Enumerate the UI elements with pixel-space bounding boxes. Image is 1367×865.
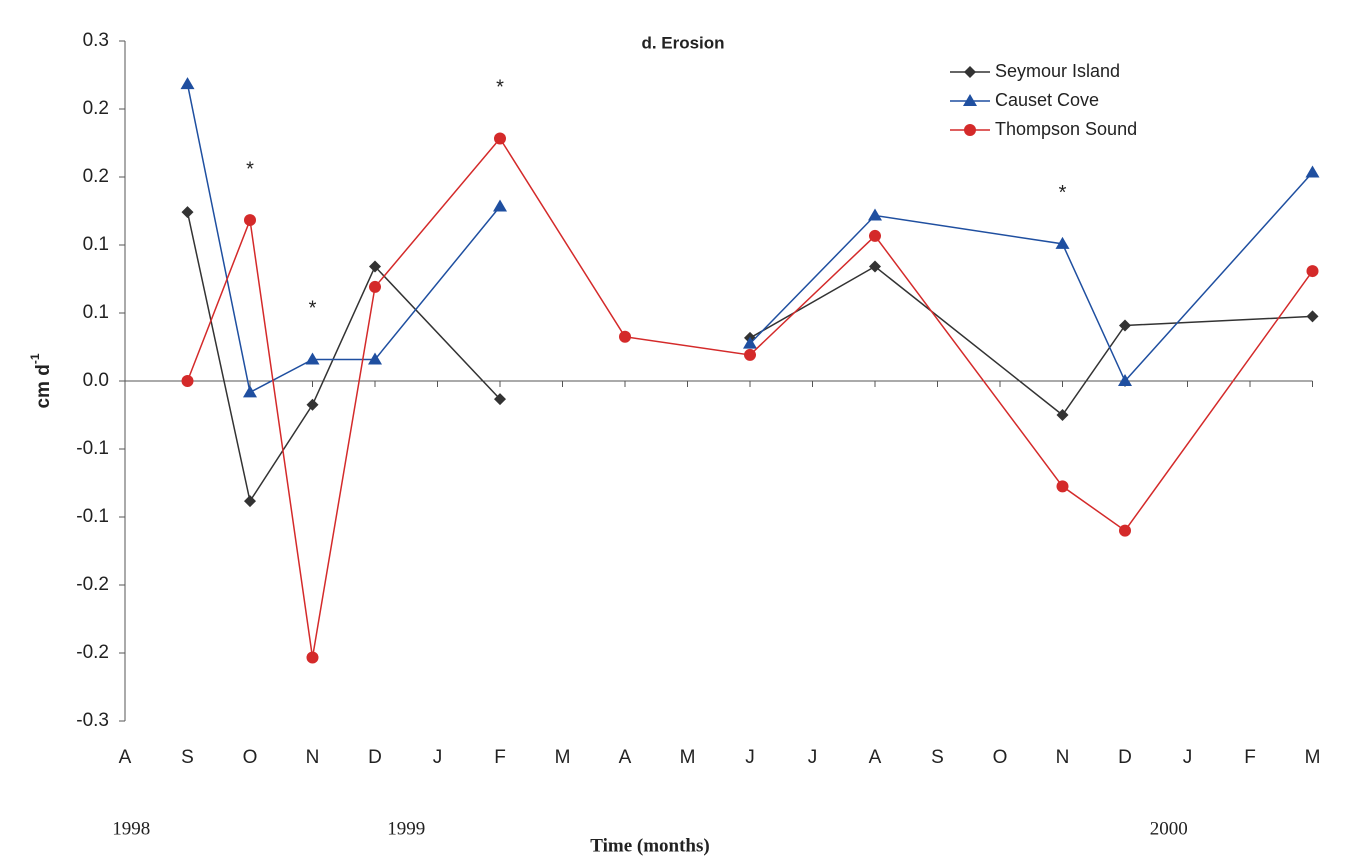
data-point	[369, 260, 381, 273]
y-tick-label: -0.1	[76, 438, 109, 459]
x-tick-label: J	[808, 747, 818, 768]
x-tick-label: S	[181, 747, 194, 768]
x-tick-label: N	[306, 747, 320, 768]
x-tick-label: A	[869, 747, 882, 768]
x-tick-label: M	[1305, 747, 1321, 768]
data-point	[244, 495, 256, 508]
x-tick-label: D	[1118, 747, 1132, 768]
data-point	[181, 375, 194, 387]
data-point	[744, 348, 756, 361]
data-point	[180, 77, 195, 90]
data-point	[1056, 480, 1069, 493]
data-point	[868, 208, 882, 221]
legend-label: Causet Cove	[995, 90, 1099, 110]
data-point	[243, 385, 257, 398]
data-point	[1118, 374, 1132, 386]
data-point	[305, 352, 320, 365]
x-tick-label: A	[619, 747, 632, 768]
x-tick-label: M	[680, 747, 696, 768]
year-label: 1999	[387, 818, 425, 839]
legend-label: Seymour Island	[995, 61, 1120, 81]
y-tick-label: -0.1	[76, 506, 109, 527]
y-tick-label: -0.3	[76, 710, 109, 731]
legend-marker	[964, 66, 976, 78]
y-tick-label: 0.3	[83, 30, 109, 51]
data-point	[1119, 524, 1131, 537]
data-point	[1119, 319, 1131, 332]
series-line	[186, 137, 1314, 658]
annotation: *	[496, 77, 504, 99]
data-point	[494, 393, 506, 406]
x-tick-label: M	[555, 747, 571, 768]
x-tick-label: S	[931, 747, 944, 768]
data-point	[306, 651, 319, 664]
x-tick-label: F	[1244, 747, 1256, 768]
x-tick-label: A	[119, 747, 132, 768]
data-point	[869, 260, 881, 273]
x-tick-label: O	[993, 747, 1008, 768]
y-tick-label: 0.1	[83, 234, 109, 255]
data-point	[1055, 236, 1070, 249]
y-axis-label: cm d-1	[28, 353, 54, 408]
x-tick-label: F	[494, 747, 506, 768]
y-tick-label: 0.0	[83, 370, 109, 391]
data-point	[869, 229, 881, 242]
chart-title: d. Erosion	[641, 33, 724, 52]
y-tick-label: 0.2	[83, 166, 109, 187]
x-tick-label: J	[433, 747, 443, 768]
x-tick-label: O	[243, 747, 258, 768]
data-point	[619, 330, 631, 343]
x-tick-label: N	[1056, 747, 1070, 768]
data-point	[494, 132, 506, 145]
annotation: *	[309, 298, 317, 320]
y-tick-label: 0.2	[83, 98, 109, 119]
data-point	[1306, 310, 1319, 323]
y-tick-label: -0.2	[76, 574, 109, 595]
data-point	[244, 214, 256, 227]
year-label: 1998	[112, 818, 150, 839]
data-point	[369, 280, 381, 293]
legend-marker	[964, 124, 976, 136]
data-point	[1305, 165, 1320, 178]
annotation: *	[1059, 182, 1067, 204]
data-point	[181, 206, 194, 219]
data-point	[1056, 409, 1069, 421]
data-point	[493, 199, 507, 212]
legend-label: Thompson Sound	[995, 119, 1137, 139]
annotation: *	[246, 158, 254, 180]
data-point	[743, 336, 757, 349]
data-point	[306, 398, 319, 411]
year-label: 2000	[1150, 818, 1188, 839]
x-tick-label: D	[368, 747, 382, 768]
legend-marker	[963, 94, 977, 106]
x-tick-label: J	[1183, 747, 1193, 768]
x-axis-label: Time (months)	[590, 835, 709, 856]
y-axis-label-sup: -1	[28, 353, 42, 364]
x-tick-label: J	[745, 747, 755, 768]
data-point	[1306, 265, 1319, 278]
y-tick-label: 0.1	[83, 302, 109, 323]
y-tick-label: -0.2	[76, 642, 109, 663]
y-axis-label-text: cm d	[33, 364, 54, 408]
data-point	[368, 352, 382, 365]
